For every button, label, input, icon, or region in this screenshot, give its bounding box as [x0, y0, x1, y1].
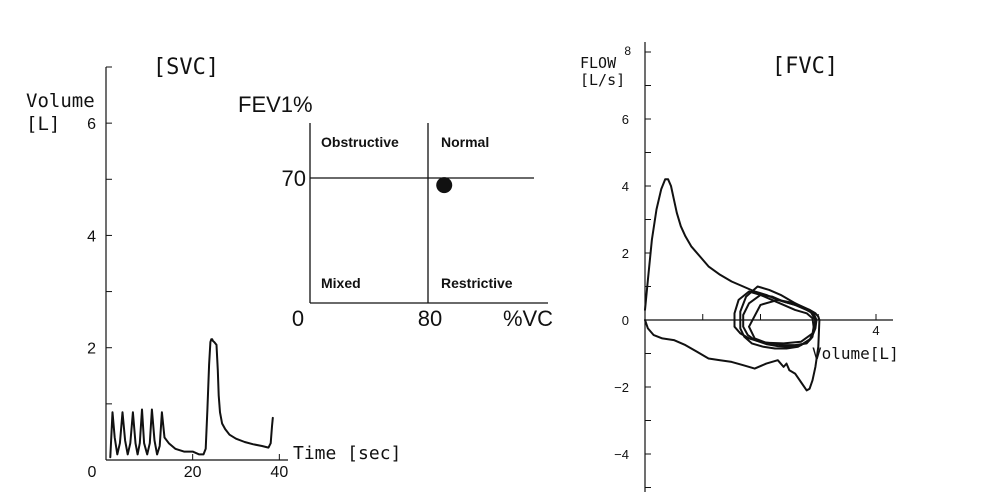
svc-x-tick-label: 20: [184, 464, 202, 481]
quadrant-x-axis-label: %VC: [503, 306, 553, 331]
quadrant-title-background: [228, 90, 308, 184]
fvc-y-tick-label: 4: [622, 179, 629, 194]
fvc-tidal-loop-3-curve: [742, 293, 818, 348]
quadrant-label-obstructive: Obstructive: [321, 134, 399, 150]
fvc-expiratory-curve: [644, 178, 821, 321]
fvc-y-tick-label: 0: [622, 313, 629, 328]
fvc-y-axis-label-line1: FLOW: [580, 54, 617, 72]
svc-x-tick-label: 0: [88, 464, 97, 481]
fvc-tidal-loop-4-curve: [748, 298, 817, 345]
patient-data-point: [436, 177, 453, 194]
fvc-inspiratory-curve: [644, 319, 821, 392]
svc-volume-trace: [109, 338, 274, 459]
fvc-chart: [FVC] FLOW [L/s] 8 6 4 2 0 −2 −4 4 Volume[L]: [580, 42, 899, 492]
svc-x-tick-label: 40: [270, 464, 288, 481]
fvc-y-axis-label-line2: [L/s]: [580, 71, 625, 89]
quadrant-x-tick-80: 80: [418, 306, 442, 331]
svc-y-axis-label-line2: [L]: [26, 113, 60, 135]
fvc-y-tick-label: 6: [622, 112, 629, 127]
quadrant-label-restrictive: Restrictive: [441, 275, 513, 291]
fvc-x-tick-label: 4: [872, 323, 879, 338]
fev1-title: FEV1%: [238, 92, 313, 117]
quadrant-label-normal: Normal: [441, 134, 489, 150]
fev1-quadrant-chart: FEV1% Obstructive Normal Mixed Restricti…: [228, 90, 553, 331]
quadrant-y-tick-70: 70: [282, 166, 306, 191]
quadrant-x-tick-0: 0: [292, 306, 304, 331]
svc-title: [SVC]: [153, 55, 219, 80]
fvc-y-tick-label: −2: [614, 380, 629, 395]
svc-y-tick-label: 2: [87, 341, 96, 358]
svc-chart: [SVC] Volume [L] 2 4 6 0 20 40 Time [sec]: [26, 55, 401, 481]
fvc-x-axis-label: Volume[L]: [812, 344, 899, 363]
svc-y-tick-label: 6: [87, 116, 96, 133]
quadrant-label-mixed: Mixed: [321, 275, 361, 291]
fvc-y-tick-label: 2: [622, 246, 629, 261]
fvc-y-tick-label: −4: [614, 447, 629, 462]
fvc-tidal-loop-1-curve: [733, 290, 815, 347]
svc-x-axis-label: Time [sec]: [293, 443, 401, 464]
fvc-title: [FVC]: [772, 54, 838, 79]
fvc-y-tick-label: 8: [624, 44, 631, 58]
svc-y-axis-label-line1: Volume: [26, 90, 95, 112]
svc-y-tick-label: 4: [87, 228, 96, 245]
